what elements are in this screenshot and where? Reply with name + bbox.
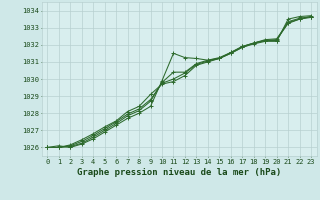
X-axis label: Graphe pression niveau de la mer (hPa): Graphe pression niveau de la mer (hPa): [77, 168, 281, 177]
